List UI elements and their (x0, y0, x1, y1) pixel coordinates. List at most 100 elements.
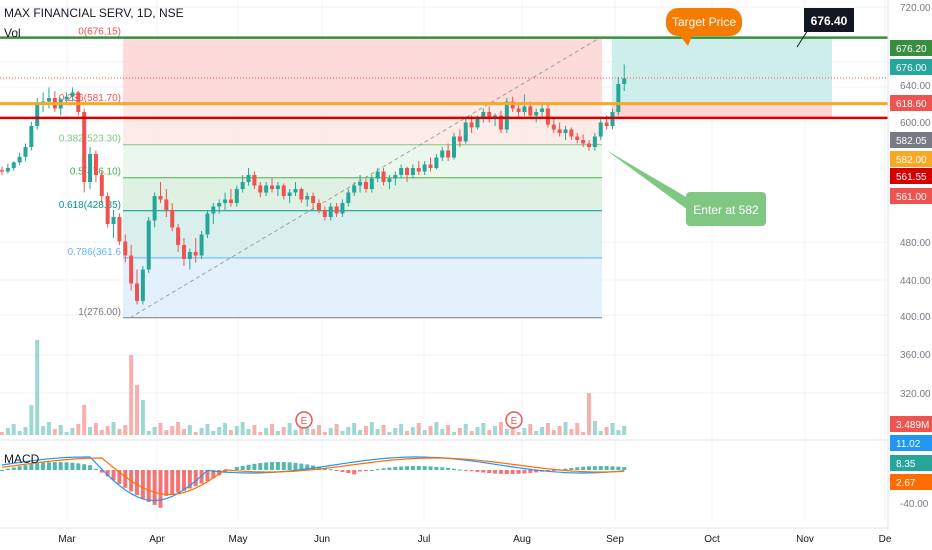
entry-callout-box (686, 192, 766, 226)
volume-label: Vol (4, 26, 21, 40)
candle-body (70, 92, 75, 97)
volume-bar (264, 428, 269, 435)
macd-histogram-bar (35, 463, 40, 470)
macd-histogram-bar (510, 470, 515, 474)
candle-body (410, 168, 415, 175)
volume-bar (93, 423, 98, 435)
volume-bar (363, 426, 368, 435)
volume-bar (64, 432, 69, 435)
fib-zone (123, 210, 602, 258)
price-tick: 720.00 (900, 3, 931, 14)
volume-bar (152, 427, 157, 435)
callouts[interactable]: Target Price 676.40 Enter at 582 (606, 8, 854, 226)
candle-body (88, 154, 93, 182)
signal-line (1, 457, 625, 495)
candle-body (5, 168, 10, 172)
target-callout-box (666, 8, 742, 36)
volume-bar (176, 422, 181, 435)
macd-histogram-bar (70, 462, 75, 470)
volume-bar (563, 422, 568, 435)
fib-retracement[interactable]: 0(676.15)0.236(581.70)0.382(523.30)0.5(4… (59, 27, 602, 319)
macd-histogram-bar (581, 466, 586, 470)
macd-histogram-bar (270, 462, 275, 470)
earnings-marker (295, 411, 313, 429)
volume-bar (205, 424, 210, 435)
candle-body (252, 175, 257, 186)
fib-zone (123, 177, 602, 211)
candle-body (246, 175, 251, 182)
macd-histogram-bar (358, 470, 363, 472)
volume-bar (622, 426, 627, 435)
macd-histogram-bar (516, 470, 521, 474)
price-label-text: 561.00 (896, 192, 927, 203)
candle-body (152, 196, 157, 221)
macd-histogram-bar (534, 470, 539, 473)
volume-bar (246, 429, 251, 435)
volume-bar (158, 423, 163, 435)
price-label-text: 561.55 (896, 172, 927, 183)
volume-bar (58, 425, 63, 435)
macd-histogram-bar (234, 467, 239, 470)
candle-body (99, 175, 104, 196)
candle-body (393, 175, 398, 179)
candle-body (158, 196, 163, 200)
volume-bar (604, 427, 609, 435)
candle-body (528, 106, 533, 116)
volume-bar (234, 426, 239, 435)
volume-bar (281, 427, 286, 435)
volume-bar (111, 422, 116, 435)
candle-body (399, 168, 404, 175)
macd-histogram-bar (592, 466, 597, 470)
candle-body (64, 96, 69, 100)
macd-histogram-bar (622, 467, 627, 470)
time-tick: Jun (314, 534, 330, 545)
candle-body (111, 217, 116, 224)
macd-histogram-bar (135, 470, 140, 496)
fib-zone (123, 103, 602, 145)
candle-body (193, 252, 198, 256)
time-tick: May (229, 534, 248, 545)
time-tick: De (879, 534, 892, 545)
time-axis[interactable]: Mar Apr May Jun Jul Aug Sep Oct Nov De (0, 527, 892, 545)
time-tick: Mar (58, 534, 76, 545)
macd-histogram-bar (258, 463, 263, 470)
candle-body (446, 150, 451, 158)
volume-bar (587, 393, 591, 435)
macd-histogram-bar (275, 462, 280, 470)
candle-body (358, 182, 363, 186)
volume-bar (387, 432, 392, 435)
volume-bar (381, 425, 386, 435)
time-tick: Oct (704, 534, 720, 545)
volume-bar (463, 424, 468, 435)
macd-histogram-bar (82, 464, 87, 470)
price-axis[interactable]: 720.00 640.00 600.00 480.00 440.00 400.00 360.… (887, 0, 932, 550)
volume-bar (457, 428, 462, 435)
time-tick: Apr (149, 534, 165, 545)
candle-body (123, 241, 128, 256)
macd-histogram-bar (428, 466, 433, 470)
candle-body (93, 154, 98, 175)
volume-bar (399, 424, 404, 435)
candle-body (211, 206, 216, 214)
volume-bar (416, 423, 421, 435)
macd-histogram-bar (610, 466, 615, 470)
candle-body (569, 129, 574, 137)
volume-bar (510, 425, 515, 435)
volume-bar (616, 430, 621, 435)
candle-body (181, 245, 186, 259)
macd-histogram-bar (217, 470, 222, 476)
macd-histogram-bar (340, 470, 345, 472)
price-label-text: 582.00 (896, 155, 927, 166)
volume-bars (0, 340, 627, 435)
macd-histogram-bar (76, 463, 81, 470)
volume-bar (322, 432, 327, 435)
volume-bar (270, 424, 275, 435)
fib-level-label: 0.786(361.6 (68, 247, 122, 258)
candle-body (305, 196, 310, 200)
candle-body (287, 192, 292, 196)
price-label-text: 676.00 (896, 63, 927, 74)
volume-bar (545, 423, 550, 435)
volume-bar (410, 427, 415, 435)
